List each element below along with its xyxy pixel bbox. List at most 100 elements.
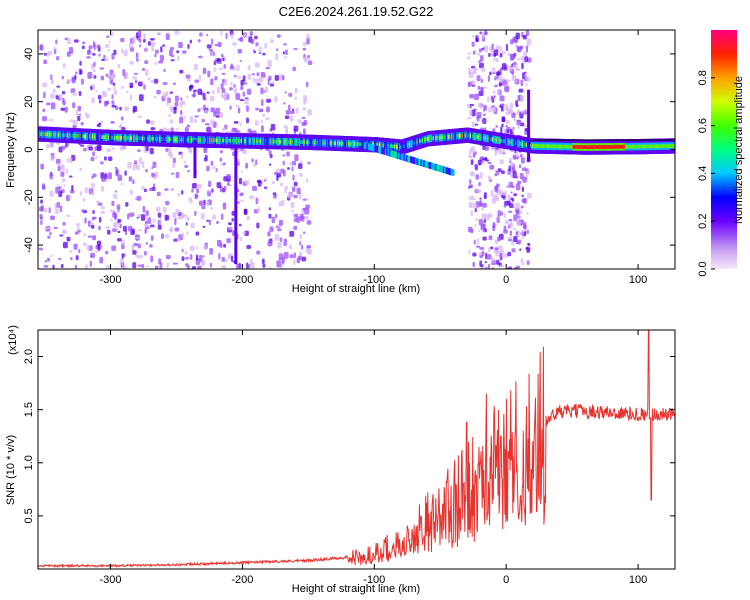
noise-cell — [247, 73, 251, 80]
noise-cell — [70, 257, 73, 261]
noise-cell — [286, 151, 290, 157]
noise-cell — [265, 177, 268, 181]
noise-cell — [200, 107, 204, 110]
noise-cell — [106, 35, 110, 39]
noise-cell — [105, 250, 109, 255]
noise-cell — [203, 148, 208, 154]
noise-cell — [301, 116, 306, 120]
noise-cell — [233, 67, 237, 71]
noise-cell — [156, 191, 161, 197]
noise-cell — [49, 173, 53, 180]
noise-cell — [165, 234, 170, 238]
noise-cell — [210, 160, 214, 166]
noise-cell — [221, 53, 224, 58]
snr-panel: -300 -200 -100 0 100 0.5 1.0 1.5 2.0 (x10⁴) Hei… — [5, 325, 676, 595]
noise-cell — [92, 41, 96, 48]
noise-cell — [474, 207, 477, 213]
noise-cell — [119, 223, 122, 229]
figure-title: C2E6.2024.261.19.52.G22 — [279, 4, 434, 19]
noise-cell — [483, 192, 487, 200]
noise-cell — [289, 115, 294, 122]
noise-cell — [236, 263, 239, 269]
snr-background — [38, 330, 675, 569]
noise-cell — [246, 244, 252, 249]
noise-cell — [50, 93, 55, 99]
noise-cell — [513, 235, 518, 242]
noise-cell — [62, 63, 66, 68]
noise-cell — [194, 79, 200, 83]
noise-cell — [499, 81, 502, 87]
noise-cell — [482, 157, 487, 161]
noise-cell — [186, 95, 189, 99]
noise-cell — [143, 224, 149, 227]
noise-cell — [157, 32, 162, 35]
noise-cell — [306, 220, 312, 225]
noise-cell — [519, 154, 523, 158]
noise-cell — [184, 256, 189, 260]
noise-cell — [186, 265, 190, 269]
noise-cell — [132, 230, 135, 234]
noise-cell — [244, 98, 249, 105]
noise-cell — [60, 107, 66, 111]
noise-cell — [150, 79, 155, 83]
noise-cell — [107, 172, 112, 180]
noise-cell — [283, 238, 287, 243]
noise-cell — [293, 181, 298, 187]
noise-cell — [122, 225, 127, 232]
noise-cell — [246, 88, 252, 95]
noise-cell — [512, 75, 517, 79]
noise-cell — [492, 90, 496, 94]
noise-cell — [147, 77, 151, 81]
noise-cell — [165, 254, 171, 260]
noise-cell — [110, 120, 115, 124]
noise-cell — [80, 78, 84, 85]
noise-cell — [77, 105, 82, 112]
noise-cell — [49, 190, 54, 197]
noise-cell — [277, 241, 282, 249]
noise-cell — [467, 116, 472, 120]
noise-cell — [521, 186, 524, 193]
y-tick-label: 2.0 — [23, 349, 35, 364]
noise-cell — [89, 260, 92, 267]
noise-cell — [264, 86, 269, 93]
noise-cell — [42, 108, 46, 113]
noise-cell — [505, 79, 511, 83]
noise-cell — [472, 50, 476, 55]
noise-cell — [87, 220, 91, 227]
noise-cell — [225, 32, 228, 40]
noise-cell — [471, 80, 476, 86]
noise-cell — [307, 161, 311, 165]
noise-cell — [493, 57, 496, 62]
noise-cell — [251, 73, 256, 76]
noise-cell — [268, 207, 271, 211]
noise-cell — [209, 262, 213, 268]
noise-cell — [229, 105, 232, 110]
noise-cell — [470, 171, 475, 177]
noise-cell — [86, 56, 91, 59]
noise-cell — [508, 218, 513, 221]
noise-cell — [473, 202, 477, 209]
noise-cell — [169, 146, 172, 154]
noise-cell — [130, 94, 133, 102]
noise-cell — [489, 71, 492, 76]
noise-cell — [134, 72, 138, 75]
noise-cell — [478, 219, 484, 226]
noise-cell — [153, 78, 159, 84]
noise-cell — [173, 106, 177, 110]
noise-cell — [121, 239, 125, 246]
noise-cell — [519, 248, 522, 251]
noise-cell — [201, 118, 205, 123]
noise-cell — [40, 219, 43, 225]
noise-cell — [474, 151, 477, 156]
noise-cell — [477, 229, 481, 233]
noise-cell — [488, 247, 491, 253]
noise-cell — [176, 236, 181, 242]
noise-cell — [282, 256, 285, 263]
noise-cell — [500, 103, 505, 106]
noise-cell — [226, 238, 231, 244]
noise-cell — [169, 119, 174, 124]
noise-cell — [132, 105, 138, 113]
noise-cell — [135, 52, 139, 59]
noise-cell — [305, 204, 310, 209]
noise-cell — [52, 47, 57, 50]
